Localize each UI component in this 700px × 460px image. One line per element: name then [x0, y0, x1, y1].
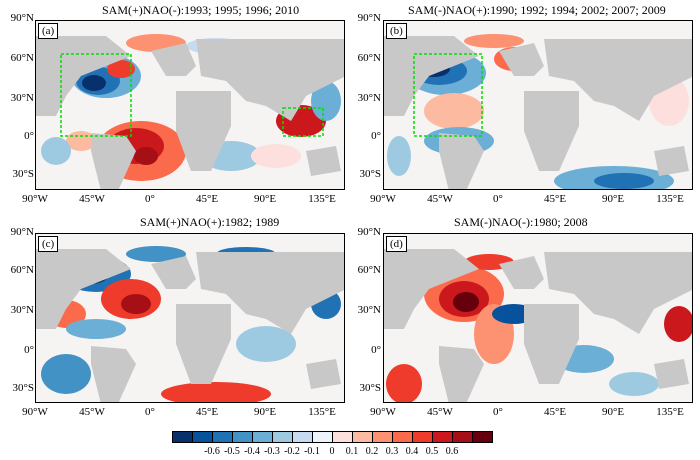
lon-label-c-45w: 45°W [79, 406, 105, 418]
colorbar-tick-label: 0.2 [365, 446, 379, 457]
colorbar-tick-label: -0.3 [264, 446, 280, 457]
lon-label-c-45e: 45°E [195, 406, 219, 418]
colorbar-swatch [372, 431, 393, 443]
lat-label-d-30n: 30°N [357, 304, 381, 316]
lon-label-b-0: 0° [493, 193, 503, 205]
lon-label-d-90w: 90°W [370, 406, 396, 418]
colorbar [172, 431, 493, 443]
colorbar-tick-label: -0.1 [304, 446, 320, 457]
colorbar-tick-label: 0.3 [385, 446, 399, 457]
colorbar-swatch [232, 431, 253, 443]
map-d-svg [384, 234, 692, 402]
lon-label-c-90w: 90°W [22, 406, 48, 418]
lat-label-a-90n: 90°N [10, 12, 34, 24]
lat-label-a-30s: 30°S [12, 168, 34, 180]
colorbar-swatch [252, 431, 273, 443]
lat-label-b-0: 0° [371, 130, 381, 142]
colorbar-tick-label: 0.1 [345, 446, 359, 457]
map-a-svg [36, 21, 344, 189]
map-panel-a: (a) [35, 20, 345, 190]
colorbar-tick-label: 0.5 [425, 446, 439, 457]
panel-c-title: SAM(+)NAO(+):1982; 1989 [140, 215, 280, 229]
colorbar-tick-label: 0 [329, 446, 335, 457]
colorbar-swatch [312, 431, 333, 443]
colorbar-swatch [332, 431, 353, 443]
colorbar-swatch [412, 431, 433, 443]
colorbar-tick-label: -0.6 [204, 446, 220, 457]
lat-label-a-30n: 30°N [10, 92, 34, 104]
colorbar-swatch [212, 431, 233, 443]
panel-d-label: (d) [386, 236, 407, 252]
lat-label-b-90n: 90°N [357, 12, 381, 24]
colorbar-tick-label: -0.4 [244, 446, 260, 457]
lon-label-d-45e: 45°E [543, 406, 567, 418]
lat-label-d-60n: 60°N [357, 264, 381, 276]
lat-label-a-0: 0° [24, 130, 34, 142]
lat-label-c-30n: 30°N [10, 304, 34, 316]
map-b-svg [384, 21, 692, 189]
lat-label-d-30s: 30°S [359, 382, 381, 394]
colorbar-swatch [452, 431, 473, 443]
lat-label-b-30n: 30°N [357, 92, 381, 104]
lat-label-c-30s: 30°S [12, 382, 34, 394]
lon-label-b-135e: 135°E [656, 193, 684, 205]
map-panel-b: (b) [383, 20, 693, 190]
lon-label-d-45w: 45°W [427, 406, 453, 418]
colorbar-swatch [392, 431, 413, 443]
panel-a-label: (a) [38, 23, 59, 39]
lon-label-a-135e: 135°E [308, 193, 336, 205]
lat-label-a-60n: 60°N [10, 52, 34, 64]
colorbar-swatch [192, 431, 213, 443]
lat-label-c-60n: 60°N [10, 264, 34, 276]
lat-label-c-90n: 90°N [10, 226, 34, 238]
lon-label-a-0: 0° [145, 193, 155, 205]
panel-c-label: (c) [38, 236, 59, 252]
lon-label-d-135e: 135°E [656, 406, 684, 418]
map-panel-d: (d) [383, 233, 693, 403]
lat-label-d-0: 0° [371, 344, 381, 356]
colorbar-swatch [472, 431, 493, 443]
lon-label-c-135e: 135°E [308, 406, 336, 418]
lat-label-d-90n: 90°N [357, 226, 381, 238]
colorbar-tick-label: 0.4 [405, 446, 419, 457]
map-panel-c: (c) [35, 233, 345, 403]
colorbar-swatch [272, 431, 293, 443]
lon-label-c-90e: 90°E [253, 406, 277, 418]
lat-label-b-30s: 30°S [359, 168, 381, 180]
lon-label-a-90e: 90°E [253, 193, 277, 205]
colorbar-swatch [172, 431, 193, 443]
lon-label-a-45w: 45°W [79, 193, 105, 205]
colorbar-tick-label: -0.5 [224, 446, 240, 457]
lon-label-d-0: 0° [493, 406, 503, 418]
lon-label-a-90w: 90°W [22, 193, 48, 205]
colorbar-tick-label: 0.6 [445, 446, 459, 457]
panel-b-title: SAM(-)NAO(+):1990; 1992; 1994; 2002; 200… [408, 3, 666, 17]
lon-label-b-90w: 90°W [370, 193, 396, 205]
panel-b-label: (b) [386, 23, 407, 39]
lat-label-b-60n: 60°N [357, 52, 381, 64]
lon-label-c-0: 0° [145, 406, 155, 418]
panel-d-title: SAM(-)NAO(-):1980; 2008 [454, 215, 588, 229]
lon-label-b-45e: 45°E [543, 193, 567, 205]
lon-label-d-90e: 90°E [601, 406, 625, 418]
panel-a-title: SAM(+)NAO(-):1993; 1995; 1996; 2010 [102, 3, 300, 17]
lon-label-b-90e: 90°E [601, 193, 625, 205]
lon-label-a-45e: 45°E [195, 193, 219, 205]
lon-label-b-45w: 45°W [427, 193, 453, 205]
colorbar-tick-label: -0.2 [284, 446, 300, 457]
map-c-svg [36, 234, 344, 402]
colorbar-swatch [432, 431, 453, 443]
colorbar-swatch [352, 431, 373, 443]
colorbar-swatch [292, 431, 313, 443]
lat-label-c-0: 0° [24, 344, 34, 356]
